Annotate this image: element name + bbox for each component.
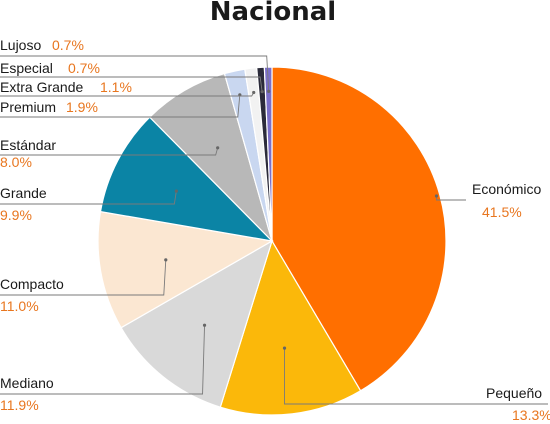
slice-value-economico: 41.5% xyxy=(482,204,522,220)
pie-slice-grande xyxy=(99,116,274,242)
slice-label-estandar: Estándar xyxy=(0,137,56,153)
slice-value-pequeno: 13.3% xyxy=(512,407,550,423)
leader-dot-extra-grande xyxy=(252,90,256,95)
leader-dot-estandar xyxy=(216,146,220,150)
slice-label-mediano: Mediano xyxy=(0,375,54,391)
slice-value-lujoso: 0.7% xyxy=(52,37,84,53)
pie-slice-pequeno xyxy=(219,239,362,416)
leader-line-grande xyxy=(0,191,177,205)
slice-value-compacto: 11.0% xyxy=(0,298,39,314)
leader-dot-lujoso xyxy=(267,89,271,93)
slice-label-especial: Especial xyxy=(0,60,53,76)
leader-line-especial xyxy=(0,76,263,92)
slice-value-mediano: 11.9% xyxy=(0,397,39,413)
slice-value-grande: 9.9% xyxy=(0,207,32,223)
leader-dot-mediano xyxy=(202,323,207,327)
slice-value-premium: 1.9% xyxy=(66,99,98,115)
leader-dot-pequeno xyxy=(282,346,287,350)
leader-line-premium xyxy=(0,94,241,118)
leader-dot-especial xyxy=(260,90,264,94)
slice-label-economico: Económico xyxy=(472,181,541,197)
pie-slice-lujoso xyxy=(263,66,273,242)
pie-slice-economico xyxy=(271,66,447,392)
leader-line-mediano xyxy=(0,325,205,395)
slice-label-lujoso: Lujoso xyxy=(0,37,41,53)
pie-slice-compacto xyxy=(97,210,274,329)
leader-dot-economico xyxy=(434,194,439,198)
leader-line-compacto xyxy=(0,259,167,296)
slice-label-compacto: Compacto xyxy=(0,276,64,292)
leader-dot-compacto xyxy=(164,258,168,262)
slice-label-pequeno: Pequeño xyxy=(486,385,542,401)
slice-value-extra-grande: 1.1% xyxy=(100,79,132,95)
leader-dot-grande xyxy=(174,189,178,193)
slice-label-extra-grande: Extra Grande xyxy=(0,79,83,95)
slice-label-grande: Grande xyxy=(0,185,47,201)
pie-slice-mediano xyxy=(120,239,274,408)
slice-value-especial: 0.7% xyxy=(68,60,100,76)
chart-title: Nacional xyxy=(210,0,336,27)
leader-line-estandar xyxy=(0,147,219,156)
leader-line-lujoso xyxy=(0,55,270,92)
slice-value-estandar: 8.0% xyxy=(0,154,32,170)
slice-label-premium: Premium xyxy=(0,99,56,115)
leader-line-pequeno xyxy=(284,348,548,405)
